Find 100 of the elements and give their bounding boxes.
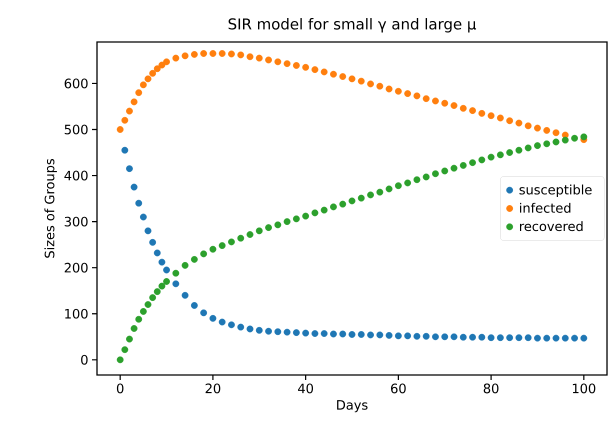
point [130, 98, 138, 106]
point [292, 329, 300, 336]
point [274, 328, 282, 336]
point [386, 332, 392, 339]
x-tick-label: 80 [484, 384, 498, 394]
x-tick-label: 100 [572, 384, 596, 394]
point [274, 221, 282, 228]
point [367, 80, 374, 88]
point [506, 334, 514, 342]
point [488, 334, 494, 342]
point [506, 117, 514, 124]
point [534, 142, 541, 150]
point [516, 146, 522, 154]
point [126, 165, 133, 172]
point [348, 331, 356, 338]
point [478, 156, 486, 164]
point [339, 200, 346, 208]
y-tick-label: 500 [64, 124, 88, 134]
point [552, 334, 560, 342]
point [386, 86, 392, 92]
point [190, 256, 198, 263]
point [367, 332, 374, 338]
point [256, 227, 263, 234]
point [543, 334, 550, 342]
point [524, 334, 532, 342]
point [190, 302, 198, 309]
point [469, 159, 476, 166]
point [320, 330, 328, 337]
point [469, 107, 476, 114]
legend-label: infected [520, 202, 570, 213]
point [144, 227, 152, 234]
point [524, 122, 532, 130]
point [149, 294, 156, 302]
point [441, 168, 448, 174]
point [163, 278, 170, 285]
point [237, 234, 244, 242]
point [126, 336, 133, 342]
y-tick-label: 0 [81, 354, 88, 365]
point [422, 95, 430, 102]
point [552, 129, 560, 136]
point [580, 334, 588, 342]
point [265, 328, 272, 335]
point [210, 246, 216, 253]
point [302, 64, 310, 71]
point [200, 250, 208, 258]
point [404, 90, 412, 97]
point [284, 60, 290, 68]
point [404, 180, 412, 186]
point [210, 50, 216, 57]
point [237, 324, 244, 330]
point [386, 186, 392, 192]
point [172, 270, 180, 277]
point [228, 321, 235, 328]
point [534, 124, 541, 132]
point [140, 308, 147, 315]
point [441, 333, 448, 340]
point [534, 334, 541, 342]
point [121, 346, 128, 354]
point [496, 114, 504, 122]
point [302, 212, 310, 220]
point [478, 334, 486, 341]
point [284, 218, 290, 226]
point [312, 330, 318, 337]
point [496, 151, 504, 158]
point [218, 318, 226, 326]
point [376, 82, 384, 90]
point [218, 50, 226, 57]
point [256, 54, 263, 62]
point [394, 182, 402, 190]
point [218, 242, 226, 249]
point [524, 144, 532, 152]
point [200, 309, 208, 316]
point [506, 149, 514, 156]
point [414, 332, 420, 340]
point [348, 75, 356, 82]
chart-title: SIR model for small γ and large μ [228, 18, 476, 32]
point [265, 56, 272, 64]
x-tick-label: 20 [206, 384, 220, 394]
point [158, 282, 166, 290]
point [246, 53, 254, 60]
point [488, 112, 494, 120]
point [182, 262, 188, 269]
point [149, 70, 156, 77]
point [552, 138, 560, 146]
point [154, 250, 161, 256]
point [460, 104, 467, 112]
point [237, 51, 244, 58]
point [562, 334, 569, 342]
point [302, 330, 310, 336]
legend-label: susceptible [520, 184, 592, 198]
point [358, 331, 365, 338]
point [394, 88, 402, 95]
point [376, 332, 384, 338]
point [571, 334, 578, 342]
x-tick-label: 60 [391, 384, 406, 394]
point [376, 188, 384, 196]
point [172, 280, 180, 288]
point [358, 78, 365, 85]
point [394, 332, 402, 340]
point [246, 231, 254, 238]
